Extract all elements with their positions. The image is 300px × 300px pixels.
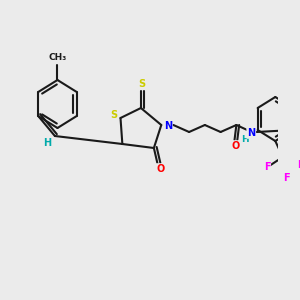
Text: F: F bbox=[297, 160, 300, 170]
Text: F: F bbox=[264, 162, 270, 172]
Text: N: N bbox=[164, 121, 172, 131]
Text: S: S bbox=[110, 110, 118, 120]
Text: H: H bbox=[44, 138, 52, 148]
Text: O: O bbox=[231, 141, 240, 151]
Text: CH₃: CH₃ bbox=[48, 53, 67, 62]
Text: O: O bbox=[156, 164, 164, 174]
Text: S: S bbox=[138, 79, 146, 89]
Text: H: H bbox=[241, 134, 248, 143]
Text: F: F bbox=[283, 173, 290, 183]
Text: N: N bbox=[247, 128, 255, 138]
